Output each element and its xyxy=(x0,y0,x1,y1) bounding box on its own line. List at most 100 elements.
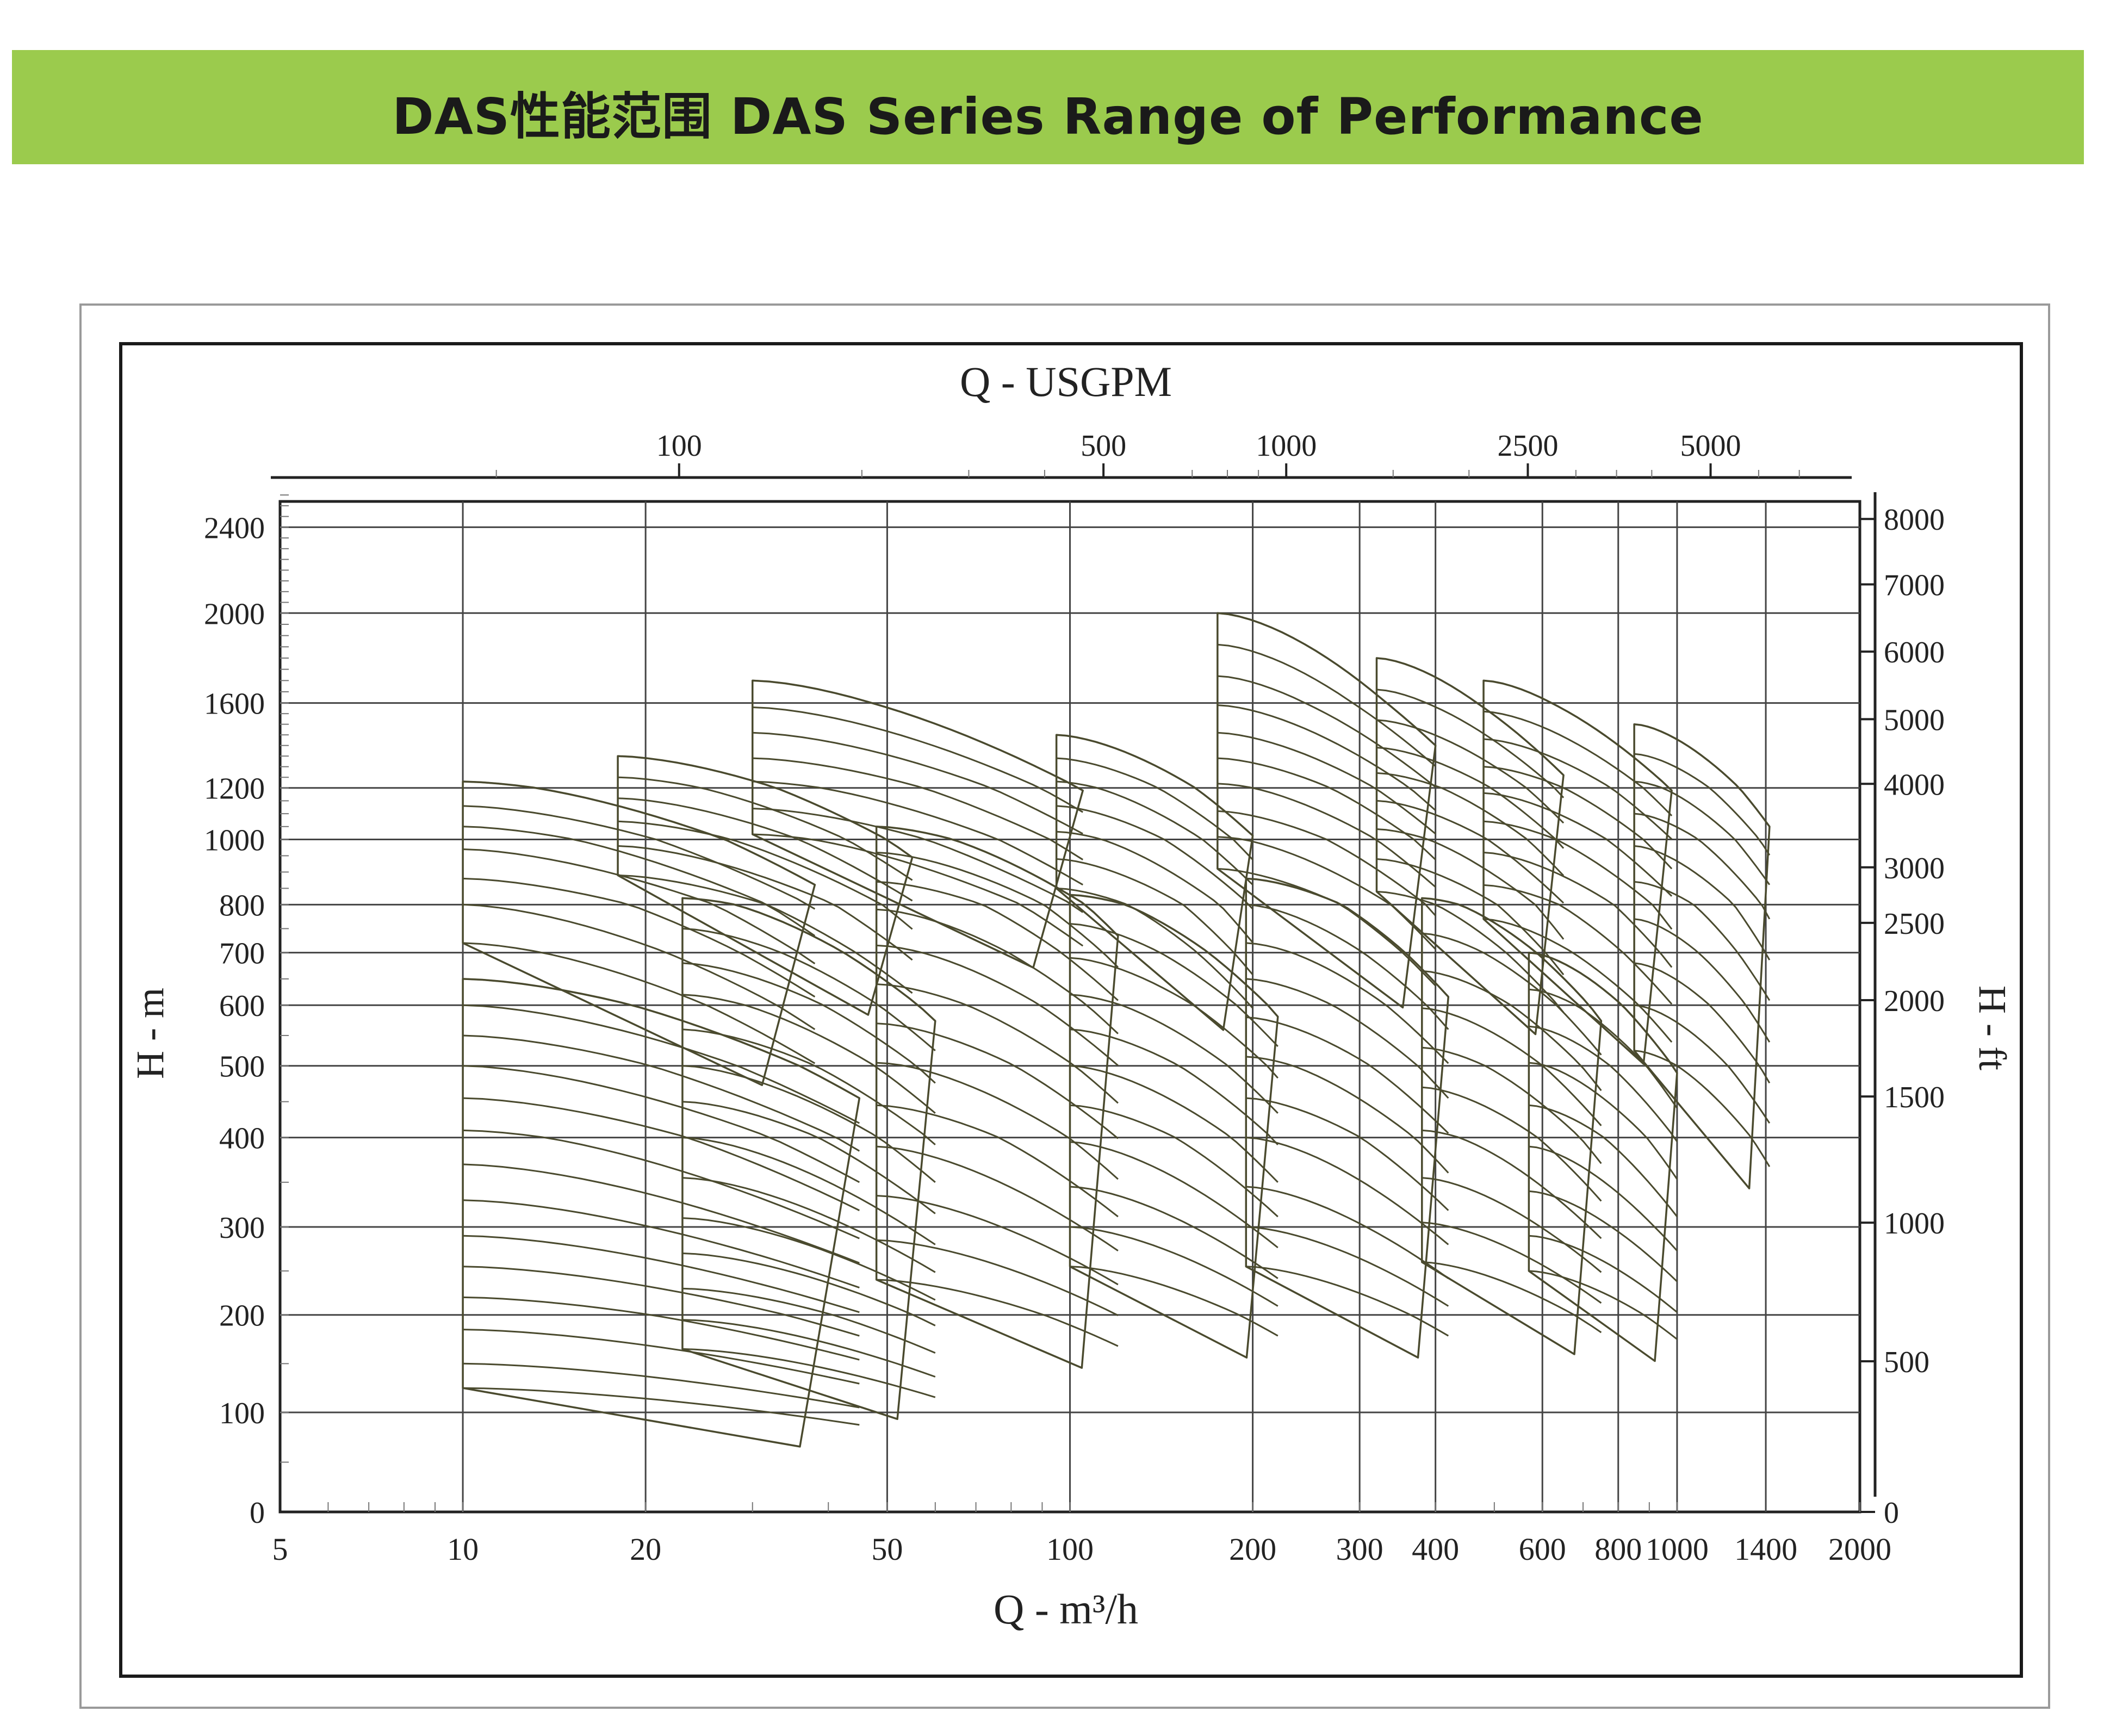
stage-curve xyxy=(1376,799,1565,904)
stage-curve xyxy=(752,757,1083,860)
stage-curve xyxy=(876,1195,1119,1286)
pump-range-15 xyxy=(1633,723,1771,1189)
x2-tick-label: 500 xyxy=(1081,429,1126,463)
stage-curve xyxy=(1376,689,1565,798)
stage-curve xyxy=(1217,783,1436,888)
x-tick-label: 20 xyxy=(630,1532,661,1567)
stage-curve xyxy=(876,1239,1119,1316)
stage-curve xyxy=(752,808,1084,913)
title-banner: DAS性能范围 DAS Series Range of Performance xyxy=(12,50,2084,164)
stage-curve xyxy=(1246,1056,1449,1174)
stage-curve xyxy=(1070,1028,1279,1145)
range-envelope xyxy=(1528,951,1678,1362)
stage-curve xyxy=(1246,1137,1449,1245)
stage-curve xyxy=(1246,1097,1449,1211)
stage-curve xyxy=(1422,1222,1602,1304)
stage-curve xyxy=(1070,1065,1279,1183)
stage-curve xyxy=(752,706,1083,813)
stage-curve xyxy=(1056,830,1253,944)
x-tick-label: 200 xyxy=(1229,1532,1276,1567)
y2-tick-label: 2500 xyxy=(1884,907,1945,941)
stage-curve xyxy=(876,881,1119,1001)
stage-curve xyxy=(752,780,1083,886)
stage-curve xyxy=(1056,887,1253,1009)
x2-tick-label: 100 xyxy=(656,429,702,463)
x-tick-label: 10 xyxy=(447,1532,479,1567)
stage-curve xyxy=(876,1022,1119,1139)
y-tick-label: 800 xyxy=(219,889,265,922)
stage-curve xyxy=(1422,1046,1602,1164)
stage-curve xyxy=(1529,1190,1678,1282)
stage-curve xyxy=(1056,780,1253,885)
pump-range-13 xyxy=(1482,679,1673,1065)
stage-curve xyxy=(463,848,816,965)
stage-curve xyxy=(1056,757,1253,860)
stage-curve xyxy=(1246,942,1449,1064)
y2-tick-label: 3000 xyxy=(1884,852,1945,885)
stage-curve xyxy=(463,1065,860,1183)
stage-curve xyxy=(1529,1062,1678,1180)
pump-range-9 xyxy=(1217,612,1437,1009)
stage-curve xyxy=(682,1253,936,1326)
stage-curve xyxy=(1246,903,1449,1030)
stage-curve xyxy=(682,1028,936,1145)
stage-curve xyxy=(1056,805,1253,910)
stage-curve xyxy=(876,1145,1119,1251)
stage-curve xyxy=(1422,932,1602,1056)
y2-tick-label: 7000 xyxy=(1884,569,1945,603)
x-tick-label: 600 xyxy=(1519,1532,1566,1567)
pump-range-2 xyxy=(462,978,861,1448)
stage-curve xyxy=(876,983,1119,1104)
stage-curve xyxy=(1634,753,1771,856)
stage-curve xyxy=(463,826,816,937)
x-axis-title: Q - m³/h xyxy=(994,1585,1138,1633)
stage-curve xyxy=(1483,738,1673,840)
stage-curve xyxy=(1422,1007,1602,1126)
stage-curve xyxy=(682,1177,936,1273)
outer-frame xyxy=(79,303,2050,1709)
y2-tick-label: 500 xyxy=(1884,1346,1929,1379)
pump-range-12 xyxy=(1421,897,1603,1355)
x-tick-label: 1400 xyxy=(1734,1532,1797,1567)
y2-tick-label: 5000 xyxy=(1884,703,1945,737)
stage-curve xyxy=(618,820,913,930)
stage-curve xyxy=(463,877,816,998)
stage-curve xyxy=(1376,657,1565,776)
stage-curve xyxy=(1529,1270,1678,1340)
y-tick-label: 2000 xyxy=(204,597,265,631)
stage-curve xyxy=(1483,710,1673,816)
stage-curve xyxy=(463,805,816,910)
stage-curve xyxy=(1246,1226,1449,1307)
stage-curve xyxy=(1070,994,1279,1114)
x-tick-label: 300 xyxy=(1336,1532,1383,1567)
range-envelope xyxy=(1069,894,1279,1359)
stage-curve xyxy=(1634,881,1771,1001)
stage-curve xyxy=(1529,988,1678,1109)
stage-curve xyxy=(1217,675,1436,788)
x-tick-label: 50 xyxy=(871,1532,903,1567)
stage-curve xyxy=(618,845,913,961)
stage-curve xyxy=(1634,780,1771,885)
y2-tick-label: 4000 xyxy=(1884,768,1945,802)
stage-curve xyxy=(463,1163,860,1264)
stage-curve xyxy=(1217,731,1436,835)
inner-frame xyxy=(119,342,2023,1678)
range-envelope xyxy=(1055,734,1254,1031)
pump-range-14 xyxy=(1528,951,1678,1362)
stage-curve xyxy=(463,1296,860,1361)
pump-range-5 xyxy=(752,679,1084,969)
stage-curve xyxy=(618,776,913,881)
stage-curve xyxy=(1217,757,1436,860)
stage-curve xyxy=(1483,766,1673,870)
stage-curve xyxy=(1483,679,1673,791)
pump-range-3 xyxy=(617,755,914,1016)
stage-curve xyxy=(1246,1016,1449,1134)
x2-tick-label: 2500 xyxy=(1497,429,1558,463)
stage-curve xyxy=(876,1279,1119,1347)
y-tick-label: 0 xyxy=(250,1496,265,1530)
stage-curve xyxy=(1422,1086,1602,1202)
stage-curve xyxy=(682,928,936,1051)
stage-curve xyxy=(1217,643,1436,767)
stage-curve xyxy=(1070,957,1279,1079)
stage-curve xyxy=(463,1387,860,1426)
